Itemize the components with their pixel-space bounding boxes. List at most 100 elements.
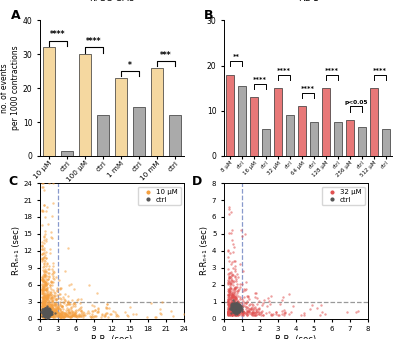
Point	[38, 309, 44, 315]
Point	[232, 307, 238, 313]
Point	[45, 311, 51, 316]
Point	[236, 309, 242, 315]
Point	[40, 305, 46, 311]
Point	[239, 307, 245, 312]
Point	[43, 311, 49, 317]
Point	[40, 313, 47, 318]
Point	[233, 304, 239, 310]
Point	[39, 301, 45, 306]
Point	[231, 304, 238, 309]
Point	[56, 306, 62, 311]
Point	[45, 312, 51, 317]
Point	[40, 295, 46, 300]
Point	[52, 313, 58, 319]
Point	[268, 293, 275, 298]
Point	[53, 314, 60, 319]
Point	[46, 305, 52, 310]
Point	[58, 303, 65, 308]
Point	[42, 309, 49, 314]
Point	[229, 292, 236, 298]
Point	[243, 311, 249, 316]
Point	[234, 288, 241, 293]
Point	[234, 305, 240, 311]
Point	[42, 309, 48, 314]
Point	[232, 303, 238, 308]
Point	[42, 311, 48, 317]
Point	[266, 298, 272, 303]
Point	[40, 314, 46, 319]
Point	[286, 292, 292, 297]
Point	[47, 250, 53, 256]
Point	[60, 314, 67, 319]
Point	[231, 295, 237, 300]
Point	[40, 296, 46, 301]
Point	[243, 301, 250, 306]
Point	[158, 312, 164, 317]
Point	[91, 313, 97, 318]
Point	[44, 311, 50, 316]
Point	[42, 310, 49, 315]
Point	[39, 308, 46, 313]
Point	[229, 311, 235, 317]
Point	[228, 301, 234, 307]
Point	[229, 299, 236, 305]
Point	[238, 303, 244, 309]
Point	[234, 304, 241, 310]
Point	[48, 234, 54, 240]
Point	[231, 302, 237, 308]
Point	[69, 297, 75, 302]
Point	[42, 308, 48, 313]
Point	[44, 302, 50, 307]
Point	[49, 310, 56, 315]
Point	[49, 310, 55, 315]
Point	[230, 306, 236, 311]
Point	[41, 311, 47, 317]
Point	[59, 312, 66, 317]
Point	[229, 308, 236, 313]
Point	[233, 303, 239, 308]
Point	[237, 261, 243, 267]
Point	[68, 281, 75, 286]
Bar	[43, 47, 55, 156]
Point	[39, 180, 45, 186]
Point	[39, 313, 45, 319]
Point	[245, 294, 251, 299]
Point	[232, 306, 238, 311]
Point	[234, 305, 240, 311]
Point	[231, 307, 238, 313]
Point	[60, 295, 66, 300]
Point	[232, 306, 238, 312]
Point	[39, 309, 46, 314]
Point	[45, 310, 51, 315]
Point	[225, 211, 232, 217]
Point	[226, 307, 232, 312]
Point	[230, 290, 237, 295]
Point	[44, 309, 50, 315]
Point	[232, 307, 239, 313]
Point	[40, 308, 47, 314]
Point	[45, 292, 51, 298]
Point	[43, 250, 50, 255]
Point	[225, 301, 232, 306]
Point	[40, 283, 46, 288]
Point	[44, 309, 51, 315]
Point	[226, 293, 232, 298]
Point	[229, 242, 236, 247]
Point	[247, 306, 253, 312]
Point	[235, 307, 241, 313]
Point	[39, 282, 46, 288]
Point	[42, 313, 48, 318]
Point	[39, 309, 45, 315]
Point	[47, 311, 54, 316]
Point	[39, 308, 45, 314]
Point	[39, 313, 46, 319]
Point	[66, 309, 72, 314]
Point	[228, 269, 234, 275]
Point	[48, 230, 54, 235]
Point	[232, 268, 238, 274]
Point	[57, 312, 64, 317]
Point	[42, 231, 48, 237]
Point	[57, 291, 64, 297]
Point	[230, 293, 237, 299]
Point	[42, 305, 48, 311]
